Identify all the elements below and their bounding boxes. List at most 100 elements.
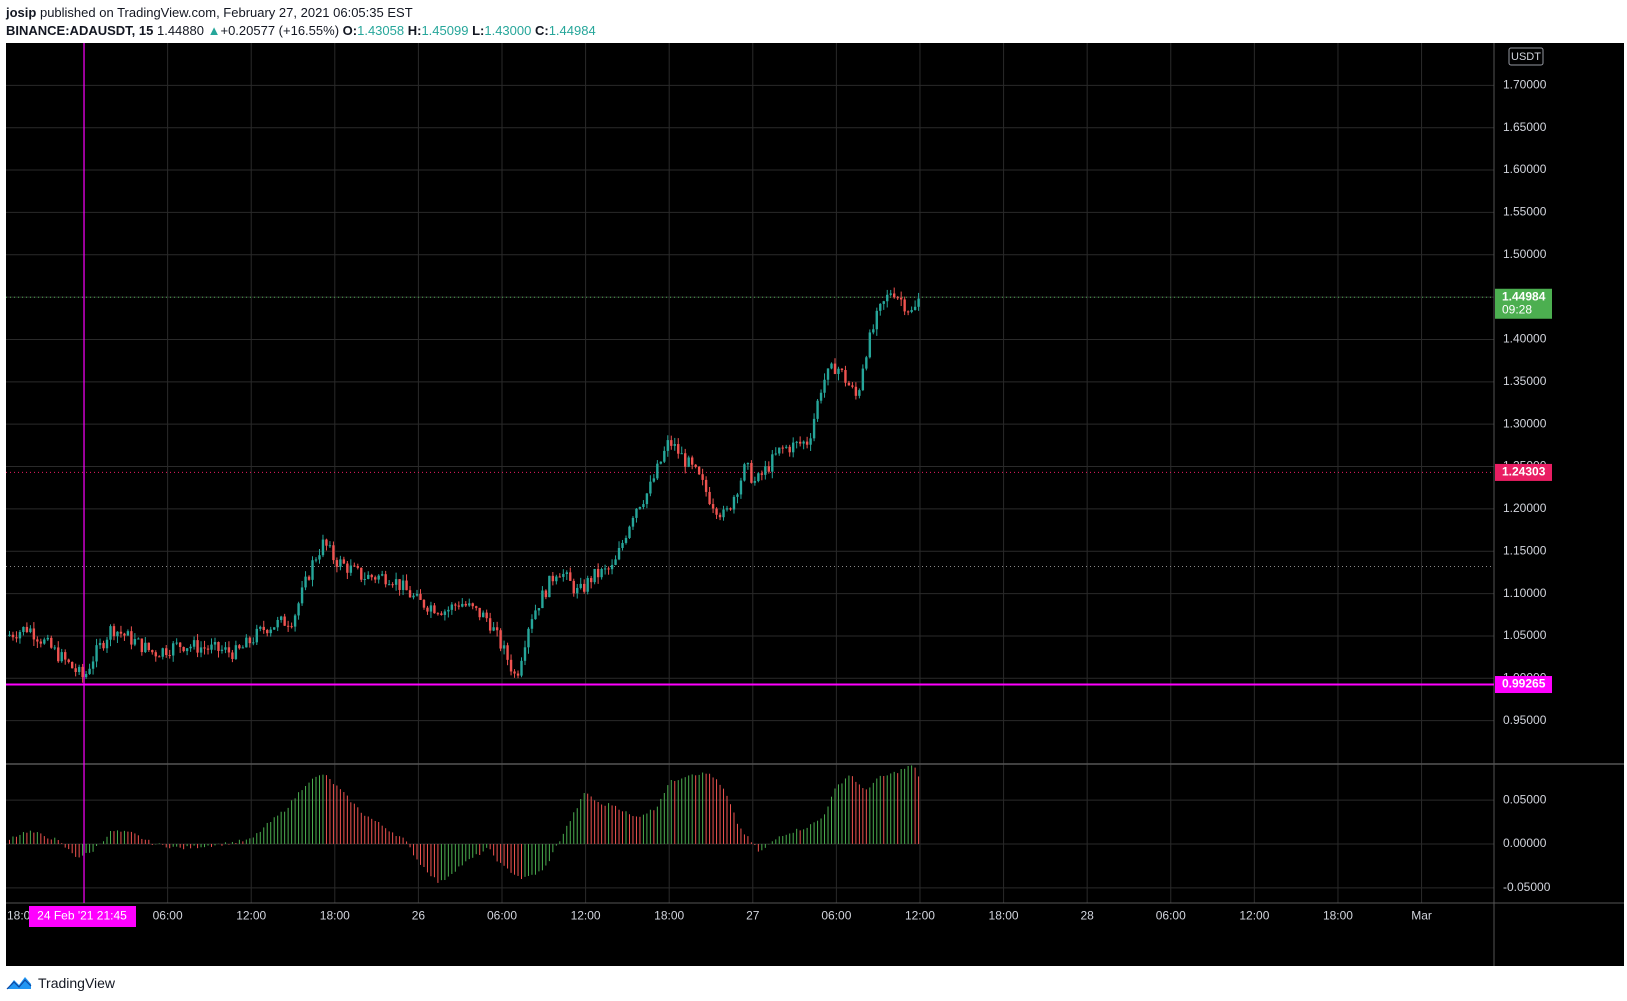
- candle-body: [192, 640, 196, 647]
- candle-body: [220, 649, 224, 651]
- symbol-label[interactable]: BINANCE:ADAUSDT, 15: [6, 23, 154, 38]
- price-tick-label: 1.50000: [1503, 247, 1547, 261]
- tradingview-logo-icon: [6, 977, 32, 990]
- candle-body: [53, 647, 56, 649]
- high-value: 1.45099: [421, 23, 469, 38]
- candle-body: [576, 587, 579, 594]
- price-label-box: [1495, 463, 1552, 481]
- candle-body: [11, 634, 15, 638]
- candle-body: [861, 368, 865, 391]
- chart-canvas[interactable]: 0.950001.000001.050001.100001.150001.200…: [6, 43, 1624, 966]
- candle-body: [394, 579, 398, 585]
- candle-body: [147, 642, 151, 651]
- candle-body: [663, 450, 666, 462]
- candle-body: [95, 645, 98, 662]
- chart-area[interactable]: 0.950001.000001.050001.100001.150001.200…: [6, 43, 1624, 966]
- candle-body: [81, 666, 84, 678]
- candle-body: [234, 645, 238, 659]
- candle-body: [412, 595, 415, 598]
- candle-body: [670, 440, 673, 446]
- candle-body: [886, 294, 889, 302]
- candle-body: [481, 612, 485, 618]
- candle-body: [781, 447, 784, 449]
- candle-body: [875, 310, 878, 330]
- candle-body: [823, 379, 826, 393]
- candle-body: [879, 303, 882, 311]
- candle-body: [548, 575, 551, 598]
- candle-body: [112, 626, 116, 637]
- candle-body: [342, 559, 346, 564]
- candle-body: [586, 578, 589, 592]
- candle-body: [206, 648, 210, 650]
- candle-body: [171, 643, 175, 656]
- candle-body: [673, 444, 676, 446]
- candle-body: [353, 565, 356, 567]
- candle-body: [262, 626, 265, 631]
- candle-body: [39, 641, 43, 644]
- candle-body: [199, 647, 203, 653]
- candle-body: [739, 480, 743, 495]
- time-tick-label: 18:00: [1323, 909, 1353, 923]
- candle-body: [596, 568, 600, 578]
- candle-body: [495, 627, 499, 631]
- candle-body: [241, 647, 245, 649]
- grid-lines: [6, 43, 1494, 903]
- price-tick-label: 1.70000: [1503, 78, 1547, 92]
- candle-body: [123, 633, 126, 636]
- candle-body: [617, 547, 621, 560]
- candle-body: [760, 473, 764, 475]
- candle-body: [656, 463, 659, 479]
- candle-body: [715, 508, 718, 515]
- time-tick-label: 12:00: [905, 909, 935, 923]
- price-tick-label: 1.05000: [1503, 628, 1547, 642]
- candle-body: [29, 628, 32, 633]
- candle-body: [457, 605, 461, 607]
- candle-body: [468, 603, 471, 606]
- candle-body: [802, 441, 805, 444]
- candle-body: [335, 560, 339, 567]
- candle-body: [245, 637, 248, 648]
- candle-body: [461, 603, 464, 607]
- candle-body: [847, 382, 851, 386]
- candle-body: [509, 659, 513, 672]
- time-tick-label: 06:00: [487, 909, 517, 923]
- candle-body: [812, 418, 816, 439]
- candle-body: [109, 626, 112, 640]
- candle-body: [704, 479, 708, 492]
- candle-body: [22, 626, 25, 633]
- candle-body: [488, 618, 492, 631]
- candle-body: [367, 574, 370, 579]
- candle-body: [506, 645, 509, 660]
- candle-body: [447, 609, 450, 612]
- candle-body: [318, 555, 321, 560]
- macd-histogram-group: [8, 765, 920, 883]
- candle-body: [259, 626, 262, 629]
- candle-body: [565, 572, 568, 574]
- candle-body: [391, 584, 394, 586]
- tradingview-brand[interactable]: TradingView: [38, 975, 116, 991]
- candle-body: [711, 504, 715, 509]
- candle-body: [621, 542, 624, 548]
- candle-body: [858, 390, 861, 396]
- low-label: L:: [472, 23, 485, 38]
- candle-body: [276, 619, 279, 628]
- candle-body: [774, 453, 777, 455]
- candle-body: [217, 642, 220, 651]
- time-tick-label: 18:00: [989, 909, 1019, 923]
- price-tick-label: 1.65000: [1503, 120, 1547, 134]
- time-tick-label: 06:00: [1156, 909, 1186, 923]
- candle-body: [499, 630, 502, 649]
- footer: TradingView: [6, 968, 115, 998]
- candle-body: [516, 673, 520, 676]
- candle-body: [872, 329, 875, 333]
- candle-body: [210, 644, 213, 650]
- author-name[interactable]: josip: [6, 5, 37, 20]
- candle-body: [778, 447, 781, 454]
- candle-body: [384, 574, 387, 585]
- candle-body: [224, 647, 227, 650]
- candle-body: [178, 642, 182, 647]
- candle-body: [642, 504, 645, 508]
- candle-body: [266, 630, 269, 634]
- price-label-box: [1495, 676, 1552, 694]
- time-tick-label: 06:00: [153, 909, 183, 923]
